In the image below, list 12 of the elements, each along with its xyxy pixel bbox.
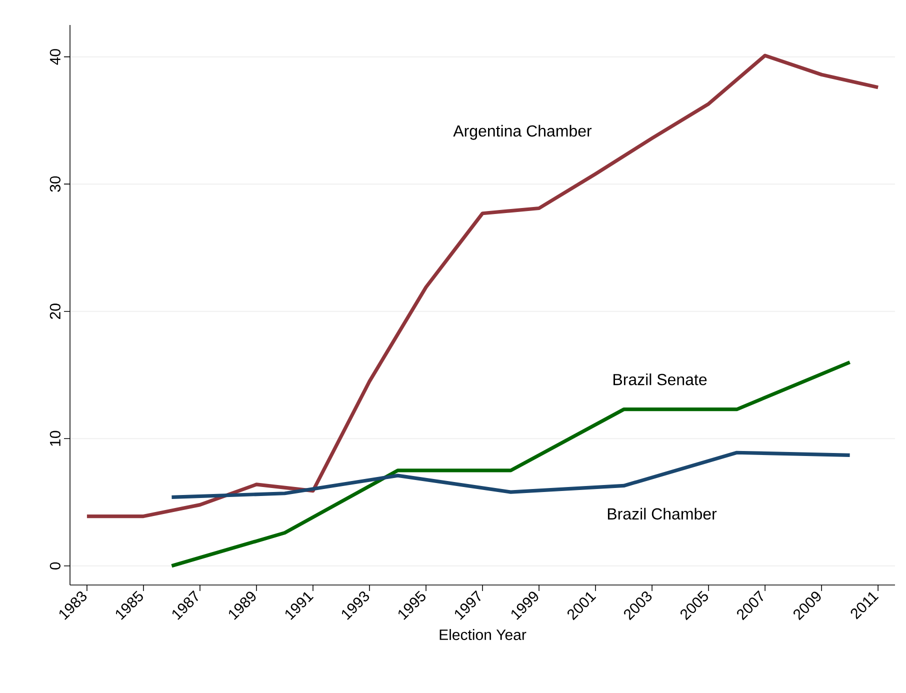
y-tick-label: 40 (50, 49, 60, 65)
series-label: Argentina Chamber (453, 124, 592, 140)
y-tick-label: 10 (50, 430, 60, 446)
y-tick-label: 20 (50, 304, 60, 319)
x-axis-title: Election Year (440, 629, 526, 640)
series-label: Brazil Senate (614, 373, 707, 386)
line-series (170, 450, 852, 499)
line-series (85, 54, 880, 518)
line-series (170, 360, 852, 568)
series-label: Brazil Chamber (608, 508, 717, 520)
y-tick-label: 30 (50, 176, 60, 192)
y-tick-label: 0 (50, 562, 60, 570)
